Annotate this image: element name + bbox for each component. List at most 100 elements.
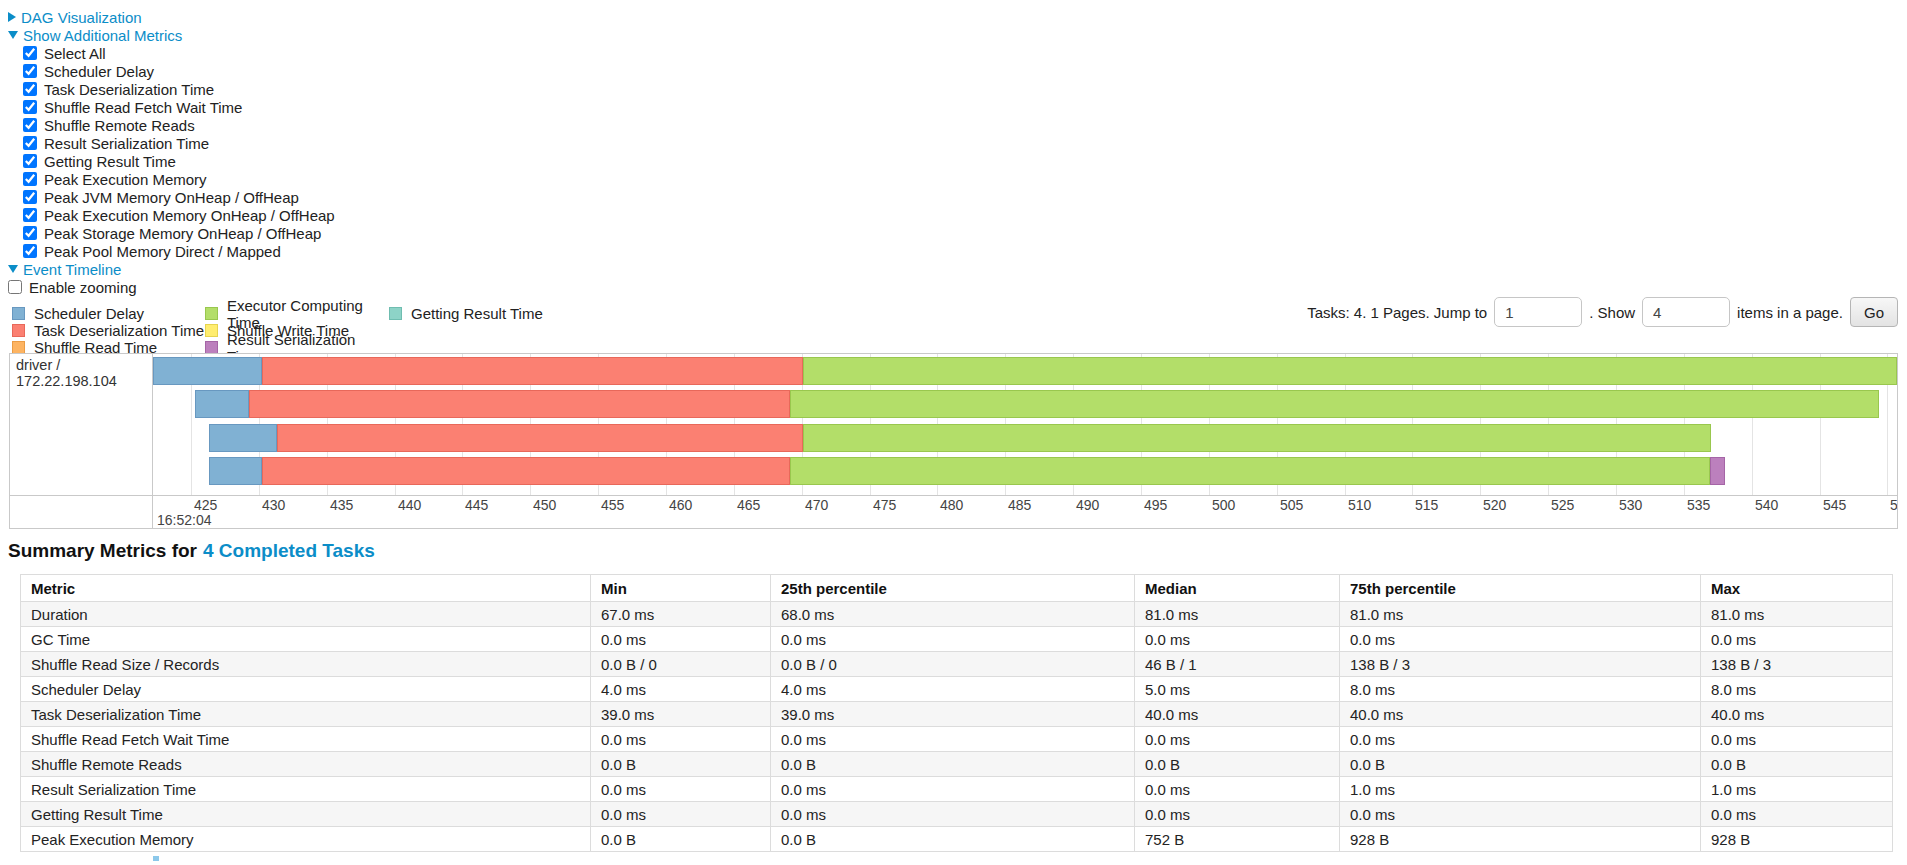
metric-value-cell: 0.0 B bbox=[1135, 752, 1340, 777]
table-row-result-serialization-time: Result Serialization Time0.0 ms0.0 ms0.0… bbox=[21, 777, 1893, 802]
go-button[interactable]: Go bbox=[1850, 297, 1898, 327]
show-additional-metrics-toggle[interactable]: Show Additional Metrics bbox=[8, 26, 335, 44]
checkbox-item-task-deserialization-time[interactable]: Task Deserialization Time bbox=[23, 80, 335, 98]
task-segment-task-deserialization-time[interactable] bbox=[262, 457, 790, 485]
enable-zooming-row[interactable]: Enable zooming bbox=[8, 278, 335, 296]
jump-to-page-input[interactable] bbox=[1494, 297, 1582, 327]
checkbox-item-peak-execution-memory[interactable]: Peak Execution Memory bbox=[23, 170, 335, 188]
task-segment-task-deserialization-time[interactable] bbox=[262, 357, 803, 385]
checkbox-peak-execution-memory-onheap-offheap[interactable] bbox=[23, 208, 37, 222]
axis-tick-label: 445 bbox=[465, 497, 488, 513]
checkbox-item-peak-storage-memory-onheap-offheap[interactable]: Peak Storage Memory OnHeap / OffHeap bbox=[23, 224, 335, 242]
getting-result-time-swatch-icon bbox=[389, 307, 402, 320]
metric-value-cell: 81.0 ms bbox=[1701, 602, 1893, 627]
column-header-max: Max bbox=[1701, 575, 1893, 602]
metric-value-cell: 0.0 B bbox=[1340, 752, 1701, 777]
legend-item-scheduler-delay: Scheduler Delay bbox=[12, 305, 205, 322]
checkbox-item-peak-execution-memory-onheap-offheap[interactable]: Peak Execution Memory OnHeap / OffHeap bbox=[23, 206, 335, 224]
legend-column: Getting Result Time bbox=[389, 305, 543, 356]
axis-tick-label: 480 bbox=[940, 497, 963, 513]
task-segment-executor-computing-time[interactable] bbox=[790, 390, 1879, 418]
task-segment-task-deserialization-time[interactable] bbox=[249, 390, 790, 418]
enable-zooming-label: Enable zooming bbox=[29, 279, 137, 296]
checkbox-item-peak-pool-memory-direct-mapped[interactable]: Peak Pool Memory Direct / Mapped bbox=[23, 242, 335, 260]
task-segment-task-deserialization-time[interactable] bbox=[277, 424, 803, 452]
enable-zooming-checkbox[interactable] bbox=[8, 280, 22, 294]
metric-value-cell: 0.0 ms bbox=[771, 627, 1135, 652]
checkbox-item-result-serialization-time[interactable]: Result Serialization Time bbox=[23, 134, 335, 152]
scheduler-delay-swatch-icon bbox=[12, 307, 25, 320]
metric-value-cell: 40.0 ms bbox=[1340, 702, 1701, 727]
table-row-gc-time: GC Time0.0 ms0.0 ms0.0 ms0.0 ms0.0 ms bbox=[21, 627, 1893, 652]
table-row-duration: Duration67.0 ms68.0 ms81.0 ms81.0 ms81.0… bbox=[21, 602, 1893, 627]
axis-tick-label: 470 bbox=[805, 497, 828, 513]
axis-tick-label: 520 bbox=[1483, 497, 1506, 513]
event-timeline-toggle[interactable]: Event Timeline bbox=[8, 260, 335, 278]
metric-value-cell: 39.0 ms bbox=[771, 702, 1135, 727]
axis-tick-label: 425 bbox=[194, 497, 217, 513]
show-items-input[interactable] bbox=[1642, 297, 1730, 327]
task-segment-scheduler-delay[interactable] bbox=[195, 390, 249, 418]
checkbox-peak-storage-memory-onheap-offheap[interactable] bbox=[23, 226, 37, 240]
legend-label: Scheduler Delay bbox=[34, 305, 144, 322]
task-segment-scheduler-delay[interactable] bbox=[209, 424, 277, 452]
table-row-shuffle-read-fetch-wait-time: Shuffle Read Fetch Wait Time0.0 ms0.0 ms… bbox=[21, 727, 1893, 752]
heading-text: Summary Metrics for bbox=[8, 540, 197, 561]
axis-tick-label: 440 bbox=[398, 497, 421, 513]
checkbox-result-serialization-time[interactable] bbox=[23, 136, 37, 150]
axis-tick-label: 500 bbox=[1212, 497, 1235, 513]
metric-value-cell: 0.0 ms bbox=[1701, 802, 1893, 827]
checkbox-item-peak-jvm-memory-onheap-offheap[interactable]: Peak JVM Memory OnHeap / OffHeap bbox=[23, 188, 335, 206]
checkbox-item-shuffle-read-fetch-wait-time[interactable]: Shuffle Read Fetch Wait Time bbox=[23, 98, 335, 116]
dag-visualization-toggle[interactable]: DAG Visualization bbox=[8, 8, 335, 26]
axis-tick-label: 505 bbox=[1280, 497, 1303, 513]
checkbox-scheduler-delay[interactable] bbox=[23, 64, 37, 78]
caret-down-icon bbox=[8, 31, 18, 39]
metric-name-cell: Task Deserialization Time bbox=[21, 702, 591, 727]
metric-value-cell: 81.0 ms bbox=[1340, 602, 1701, 627]
task-segment-scheduler-delay[interactable] bbox=[209, 457, 262, 485]
metric-value-cell: 0.0 ms bbox=[1340, 727, 1701, 752]
checkbox-peak-execution-memory[interactable] bbox=[23, 172, 37, 186]
task-segment-result-serialization-time[interactable] bbox=[1710, 457, 1725, 485]
checkbox-item-scheduler-delay[interactable]: Scheduler Delay bbox=[23, 62, 335, 80]
metric-value-cell: 8.0 ms bbox=[1340, 677, 1701, 702]
table-row-getting-result-time: Getting Result Time0.0 ms0.0 ms0.0 ms0.0… bbox=[21, 802, 1893, 827]
task-segment-executor-computing-time[interactable] bbox=[803, 424, 1711, 452]
metric-value-cell: 68.0 ms bbox=[771, 602, 1135, 627]
axis-tick-label: 465 bbox=[737, 497, 760, 513]
metric-value-cell: 0.0 ms bbox=[1701, 627, 1893, 652]
axis-tick-label: 495 bbox=[1144, 497, 1167, 513]
metric-value-cell: 46 B / 1 bbox=[1135, 652, 1340, 677]
task-segment-executor-computing-time[interactable] bbox=[803, 357, 1897, 385]
metric-name-cell: Peak Execution Memory bbox=[21, 827, 591, 852]
checkbox-peak-pool-memory-direct-mapped[interactable] bbox=[23, 244, 37, 258]
metric-value-cell: 752 B bbox=[1135, 827, 1340, 852]
task-segment-executor-computing-time[interactable] bbox=[790, 457, 1710, 485]
table-row-shuffle-read-size-records: Shuffle Read Size / Records0.0 B / 00.0 … bbox=[21, 652, 1893, 677]
axis-tick-label: 510 bbox=[1348, 497, 1371, 513]
checkbox-peak-jvm-memory-onheap-offheap[interactable] bbox=[23, 190, 37, 204]
checkbox-item-select-all[interactable]: Select All bbox=[23, 44, 335, 62]
metric-value-cell: 0.0 B bbox=[1701, 752, 1893, 777]
completed-tasks-link[interactable]: 4 Completed Tasks bbox=[203, 540, 375, 561]
checkbox-task-deserialization-time[interactable] bbox=[23, 82, 37, 96]
metric-value-cell: 5.0 ms bbox=[1135, 677, 1340, 702]
checkbox-getting-result-time[interactable] bbox=[23, 154, 37, 168]
checkbox-select-all[interactable] bbox=[23, 46, 37, 60]
axis-tick-label: 450 bbox=[533, 497, 556, 513]
checkbox-item-getting-result-time[interactable]: Getting Result Time bbox=[23, 152, 335, 170]
executor-row-label: driver / 172.22.198.104 bbox=[10, 354, 153, 528]
metric-name-cell: Shuffle Remote Reads bbox=[21, 752, 591, 777]
checkbox-shuffle-read-fetch-wait-time[interactable] bbox=[23, 100, 37, 114]
table-row-task-deserialization-time: Task Deserialization Time39.0 ms39.0 ms4… bbox=[21, 702, 1893, 727]
axis-tick-label: 545 bbox=[1823, 497, 1846, 513]
task-pagination: Tasks: 4. 1 Pages. Jump to . Show items … bbox=[1307, 296, 1898, 328]
axis-tick-label: 540 bbox=[1755, 497, 1778, 513]
checkbox-item-shuffle-remote-reads[interactable]: Shuffle Remote Reads bbox=[23, 116, 335, 134]
task-segment-scheduler-delay[interactable] bbox=[153, 357, 262, 385]
checkbox-shuffle-remote-reads[interactable] bbox=[23, 118, 37, 132]
metric-value-cell: 0.0 ms bbox=[591, 727, 771, 752]
metric-value-cell: 39.0 ms bbox=[591, 702, 771, 727]
table-row-peak-execution-memory: Peak Execution Memory0.0 B0.0 B752 B928 … bbox=[21, 827, 1893, 852]
